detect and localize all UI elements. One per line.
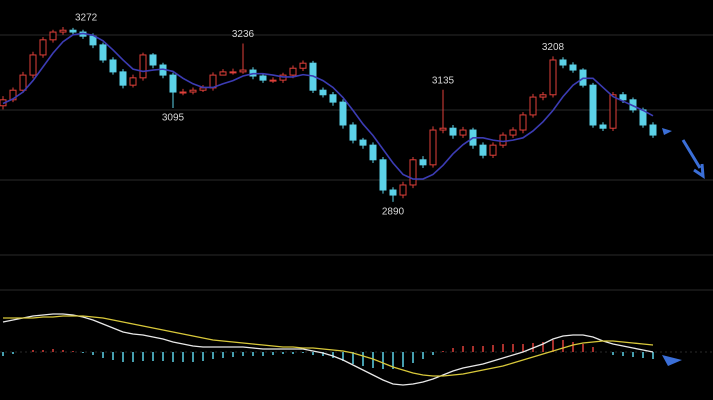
trend-arrow <box>681 139 705 179</box>
trend-arrow <box>662 355 682 366</box>
price-annotation: 2890 <box>382 207 405 218</box>
candle-body <box>449 127 457 136</box>
candle-body <box>589 84 597 126</box>
candle-body <box>329 94 337 103</box>
candle-body <box>429 129 437 166</box>
candle-body <box>349 124 357 141</box>
candle-body <box>549 59 557 96</box>
candle-body <box>319 89 327 96</box>
candle-body <box>89 35 97 46</box>
candle-body <box>259 75 267 81</box>
price-annotation: 3095 <box>162 113 185 124</box>
candle-body <box>609 94 617 129</box>
price-annotation: 3272 <box>75 13 98 24</box>
candle-body <box>219 71 227 76</box>
candle-body <box>409 159 417 186</box>
candle-body <box>109 59 117 73</box>
candle-body <box>229 71 237 74</box>
candle-body <box>149 54 157 66</box>
candle-body <box>59 29 67 33</box>
candle-body <box>619 94 627 101</box>
candle-body <box>119 71 127 86</box>
candle-body <box>199 87 207 91</box>
candle-body <box>99 44 107 61</box>
candle-body <box>389 189 397 196</box>
candle-body <box>519 114 527 131</box>
candle-body <box>169 74 177 93</box>
candle-body <box>649 124 657 136</box>
candle-body <box>29 54 37 76</box>
candle-body <box>489 144 497 156</box>
candle-body <box>289 67 297 76</box>
candle-body <box>419 159 427 166</box>
candle-body <box>499 134 507 146</box>
candle-body <box>49 31 57 41</box>
price-annotation: 3236 <box>232 29 255 40</box>
candle-body <box>539 94 547 98</box>
candle-body <box>39 39 47 56</box>
candle-body <box>399 184 407 196</box>
candle-body <box>9 89 17 101</box>
candle-body <box>339 101 347 126</box>
candle-body <box>599 124 607 129</box>
price-annotation: 3135 <box>432 75 455 86</box>
candle-body <box>459 129 467 136</box>
dea-line <box>3 315 654 377</box>
candle-body <box>509 129 517 136</box>
candle-body <box>359 139 367 146</box>
candle-body <box>239 69 247 73</box>
candle-body <box>559 59 567 66</box>
candle-body <box>139 54 147 79</box>
candle-body <box>69 29 77 33</box>
candle-body <box>269 79 277 82</box>
candle-body <box>19 74 27 91</box>
macd-panel <box>2 313 654 386</box>
price-annotation: 3208 <box>542 42 565 53</box>
candle-body <box>299 62 307 69</box>
candle-body <box>569 64 577 71</box>
candle-body <box>479 144 487 156</box>
candle-body <box>179 91 187 94</box>
ma-line <box>2 32 654 180</box>
candle-body <box>129 77 137 86</box>
price-panel: 3272 3236 3095 3135 3208 2890 <box>0 13 657 218</box>
candle-body <box>189 89 197 93</box>
trend-arrow <box>662 128 672 135</box>
dif-line <box>2 313 654 386</box>
candle-body <box>379 159 387 191</box>
candle-body <box>369 144 377 161</box>
candle-body <box>439 127 447 131</box>
candle-body <box>529 96 537 116</box>
